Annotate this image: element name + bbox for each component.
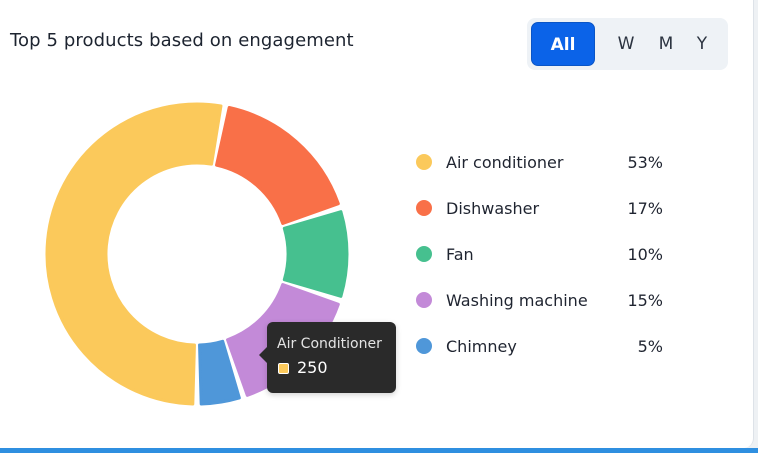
tooltip-color-swatch bbox=[278, 363, 289, 374]
legend-item-air-conditioner[interactable]: Air conditioner 53% bbox=[416, 153, 663, 172]
slice-tooltip: Air Conditioner 250 bbox=[259, 322, 396, 393]
tooltip-arrow bbox=[259, 347, 267, 363]
filter-month-button[interactable]: M bbox=[658, 34, 674, 54]
tooltip-title: Air Conditioner bbox=[277, 336, 382, 352]
bottom-accent-line bbox=[0, 448, 758, 453]
filter-all-button[interactable]: All bbox=[531, 22, 595, 66]
legend-value-dishwasher: 17% bbox=[627, 199, 663, 218]
legend-label-dishwasher: Dishwasher bbox=[446, 199, 539, 218]
slice-chimney[interactable] bbox=[198, 339, 241, 406]
tooltip-value: 250 bbox=[297, 358, 328, 377]
legend-item-chimney[interactable]: Chimney 5% bbox=[416, 337, 663, 356]
legend-marker-washing-machine bbox=[416, 292, 432, 308]
card-title: Top 5 products based on engagement bbox=[10, 30, 354, 51]
legend-item-fan[interactable]: Fan 10% bbox=[416, 245, 663, 264]
legend-value-air-conditioner: 53% bbox=[627, 153, 663, 172]
chart-legend: Air conditioner 53% Dishwasher 17% Fan 10% Was… bbox=[416, 153, 663, 356]
slice-air-conditioner[interactable] bbox=[45, 102, 223, 406]
legend-value-washing-machine: 15% bbox=[627, 291, 663, 310]
slice-dishwasher[interactable] bbox=[215, 106, 340, 225]
legend-marker-chimney bbox=[416, 338, 432, 354]
legend-item-dishwasher[interactable]: Dishwasher 17% bbox=[416, 199, 663, 218]
period-toggle: All W M Y bbox=[527, 18, 728, 70]
filter-week-button[interactable]: W bbox=[617, 34, 635, 54]
legend-item-washing-machine[interactable]: Washing machine 15% bbox=[416, 291, 663, 310]
legend-value-fan: 10% bbox=[627, 245, 663, 264]
legend-label-washing-machine: Washing machine bbox=[446, 291, 588, 310]
legend-marker-dishwasher bbox=[416, 200, 432, 216]
legend-value-chimney: 5% bbox=[638, 337, 663, 356]
legend-label-chimney: Chimney bbox=[446, 337, 517, 356]
filter-year-button[interactable]: Y bbox=[696, 34, 708, 54]
legend-label-fan: Fan bbox=[446, 245, 474, 264]
legend-label-air-conditioner: Air conditioner bbox=[446, 153, 564, 172]
slice-fan[interactable] bbox=[282, 210, 349, 298]
legend-marker-fan bbox=[416, 246, 432, 262]
legend-marker-air-conditioner bbox=[416, 154, 432, 170]
